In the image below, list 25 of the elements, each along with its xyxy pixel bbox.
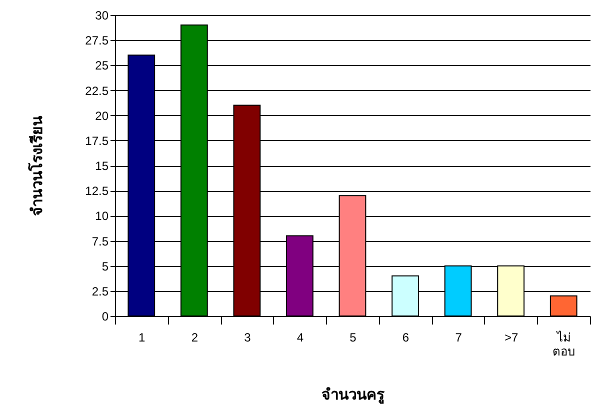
x-tick-label: 1: [138, 330, 146, 344]
x-axis-title: จำนวนครู: [322, 386, 386, 404]
y-tick-label: 20: [95, 108, 109, 123]
y-tick-label: 22.5: [85, 84, 109, 98]
y-axis-title: จำนวนโรงเรียน: [27, 115, 46, 216]
y-tick-label: 0: [102, 310, 109, 324]
y-tick-label: 27.5: [85, 34, 109, 48]
y-tick-label: 15: [95, 159, 109, 173]
y-tick-label: 10: [95, 209, 109, 224]
x-tick-label: 3: [244, 330, 252, 344]
x-tick-label: 2: [191, 330, 198, 344]
x-tick-label: 4: [296, 330, 304, 344]
x-tick-label: 5: [350, 330, 357, 344]
x-tick-label: ไม่ ตอบ: [552, 330, 576, 358]
y-tick-label: 25: [95, 58, 109, 73]
y-tick-label: 30: [95, 8, 109, 22]
y-tick-label: 5: [102, 259, 109, 274]
bar: [550, 295, 578, 316]
y-tick-label: 12.5: [85, 184, 109, 198]
x-tick-label: >7: [504, 330, 518, 344]
y-tick-label: 2.5: [92, 284, 109, 298]
y-tick-label: 7.5: [92, 234, 109, 248]
y-tick-label: 17.5: [85, 134, 109, 148]
x-tick-label: 7: [455, 330, 462, 344]
x-tick-label: 6: [402, 330, 410, 344]
